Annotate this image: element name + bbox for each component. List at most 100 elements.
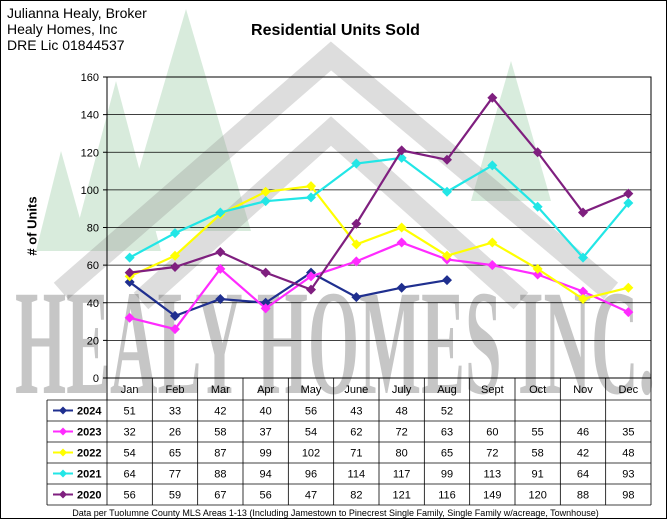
series-line [129,241,629,331]
x-tick-label: Oct [529,384,546,396]
table-cell-value: 88 [214,469,226,481]
series-line [129,184,629,301]
table-cell-value: 99 [260,448,272,460]
table-row-2024: 2024 51 33 42 40 56 43 48 52 [53,406,453,418]
data-point [170,310,180,321]
table-cell-value: 88 [577,490,589,502]
y-axis-ticks: 0 20 40 60 80 100 120 140 160 [81,72,99,385]
table-cell-value: 121 [392,490,410,502]
data-point [442,250,452,261]
table-cell-value: 77 [169,469,181,481]
data-point [396,282,407,293]
legend-marker [59,427,67,436]
series-line [129,95,629,291]
table-cell-value: 102 [302,448,320,460]
x-tick-label: June [344,384,368,396]
data-point [215,207,226,218]
table-cell-value: 67 [214,490,226,502]
table-row-2021: 2021 64 77 88 94 96 114 117 99 113 91 64 93 [53,469,634,481]
table-cell-value: 113 [484,469,502,481]
table-cell-value: 54 [124,448,136,460]
data-point [442,275,452,286]
table-cell-value: 46 [577,427,589,439]
data-point [170,228,180,239]
table-cell-value: 58 [532,448,544,460]
table-cell-value: 65 [441,448,453,460]
data-point [623,188,634,199]
table-cell-value: 120 [528,490,546,502]
x-tick-label: Feb [166,384,185,396]
data-point [442,186,452,197]
series-2021 [124,152,634,263]
data-point [351,158,362,169]
x-tick-label: Nov [573,384,593,396]
y-tick-label: 80 [87,223,99,235]
data-point [442,154,452,165]
table-cell-value: 99 [441,469,453,481]
legend-label: 2021 [77,469,101,481]
table-cell-value: 91 [532,469,544,481]
data-point [487,237,498,248]
data-point [170,324,180,335]
table-cell-value: 42 [577,448,589,460]
data-table: Jan Feb Mar Apr May June July Aug Sept Oct Nov Dec 2… [46,378,652,506]
data-point [532,147,543,158]
data-point [578,207,588,218]
table-row-2022: 2022 54 65 87 99 102 71 80 65 72 58 42 48 [53,448,634,460]
table-cell-value: 65 [169,448,181,460]
table-cell-value: 51 [124,406,136,418]
chart-title: Residential Units Sold [251,22,420,39]
table-cell-value: 56 [305,406,317,418]
table-cell-value: 64 [577,469,589,481]
series-line [129,271,448,318]
table-cell-value: 94 [260,469,272,481]
data-point [124,277,135,288]
table-cell-value: 26 [169,427,181,439]
y-tick-label: 140 [81,110,99,122]
broker-company: Healy Homes, Inc [7,21,118,37]
table-cell-value: 56 [124,490,136,502]
data-point [170,262,180,273]
data-point [578,286,588,297]
legend-marker [59,490,67,499]
table-cell-value: 42 [214,406,226,418]
data-point [578,293,588,304]
table-cell-value: 80 [396,448,408,460]
table-cell-value: 87 [214,448,226,460]
data-point [623,282,634,293]
table-cell-value: 71 [350,448,362,460]
x-tick-label: July [392,384,412,396]
data-point [260,267,271,278]
table-cell-value: 59 [169,490,181,502]
data-point [487,260,498,271]
data-point [124,252,135,263]
legend-marker [59,469,67,478]
data-point [623,198,634,209]
x-tick-label: Dec [619,384,639,396]
series-line [129,156,630,260]
table-cell-value: 63 [441,427,453,439]
y-tick-label: 160 [81,72,99,84]
table-row-2023: 2023 32 26 58 37 54 62 72 63 60 55 46 35 [53,427,634,439]
table-cell-value: 93 [622,469,634,481]
x-tick-label: Jan [121,384,139,396]
table-cell-value: 149 [483,490,501,502]
y-tick-label: 120 [81,147,99,159]
table-cell-value: 48 [622,448,634,460]
table-cell-value: 47 [305,490,317,502]
data-point [170,250,180,261]
data-point [215,263,226,274]
legend-label: 2020 [77,490,101,502]
table-cell-value: 40 [260,406,272,418]
watermark-trees [36,9,551,251]
x-tick-label: May [301,384,322,396]
data-point [532,263,543,274]
table-cell-value: 72 [396,427,408,439]
table-cell-value: 116 [438,490,456,502]
data-point [124,267,135,278]
legend-label: 2024 [77,406,102,418]
data-point [487,92,498,103]
table-cell-value: 98 [622,490,634,502]
